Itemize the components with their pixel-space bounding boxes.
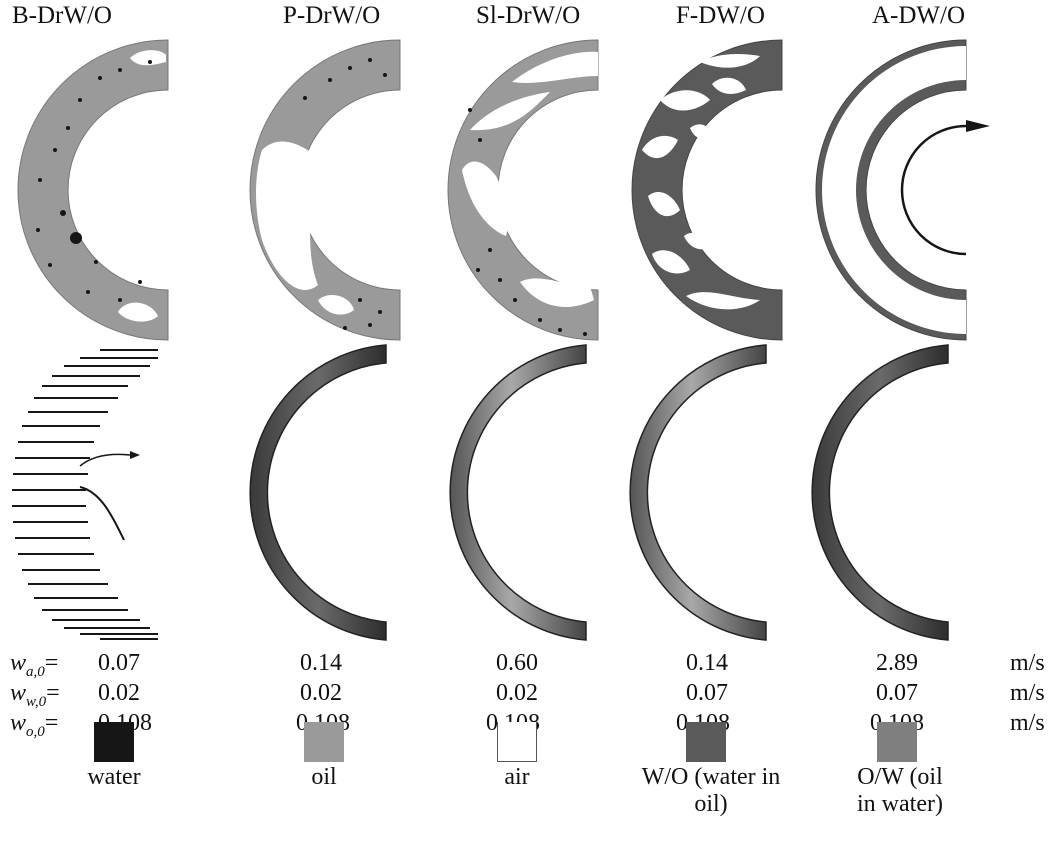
cfd-panel-sl-drwo	[447, 39, 599, 341]
value-air-5: 2.89	[876, 650, 918, 676]
param-label-air: wa,0=	[10, 650, 59, 680]
value-air-2: 0.14	[300, 650, 342, 676]
regime-title-1: B-DrW/O	[12, 2, 112, 29]
value-water-4: 0.07	[686, 680, 728, 706]
legend-swatch-wo	[686, 722, 726, 762]
unit-air: m/s	[1010, 650, 1045, 676]
legend-label-oil: oil	[311, 764, 337, 790]
value-air-4: 0.14	[686, 650, 728, 676]
photo-panel-3	[449, 344, 587, 641]
value-water-1: 0.02	[98, 680, 140, 706]
unit-oil: m/s	[1010, 710, 1045, 736]
legend-label-ow: O/W (oil in water)	[857, 764, 943, 817]
cfd-panel-b-drwo	[17, 39, 169, 341]
photo-panel-5	[811, 344, 949, 641]
param-label-water: ww,0=	[10, 680, 60, 710]
value-air-3: 0.60	[496, 650, 538, 676]
legend-swatch-water	[94, 722, 134, 762]
param-label-oil: wo,0=	[10, 710, 59, 740]
cfd-panel-f-dwo	[631, 39, 783, 341]
value-water-5: 0.07	[876, 680, 918, 706]
legend-label-wo: W/O (water in oil)	[641, 764, 781, 817]
value-water-2: 0.02	[300, 680, 342, 706]
regime-title-4: F-DW/O	[676, 2, 765, 29]
value-water-3: 0.02	[496, 680, 538, 706]
cfd-panel-a-dwo	[815, 39, 990, 341]
legend-swatch-air	[497, 722, 537, 762]
legend-label-air: air	[504, 764, 530, 790]
unit-water: m/s	[1010, 680, 1045, 706]
value-air-1: 0.07	[98, 650, 140, 676]
regime-title-3: Sl-DrW/O	[476, 2, 581, 29]
regime-title-2: P-DrW/O	[283, 2, 381, 29]
photo-panel-1	[12, 349, 158, 640]
regime-title-5: A-DW/O	[872, 2, 966, 29]
legend-label-water: water	[87, 764, 141, 790]
cfd-panel-p-drwo	[249, 39, 401, 341]
photo-panel-2	[249, 344, 387, 641]
legend-swatch-oil	[304, 722, 344, 762]
legend-swatch-ow	[877, 722, 917, 762]
photo-panel-4	[629, 344, 767, 641]
